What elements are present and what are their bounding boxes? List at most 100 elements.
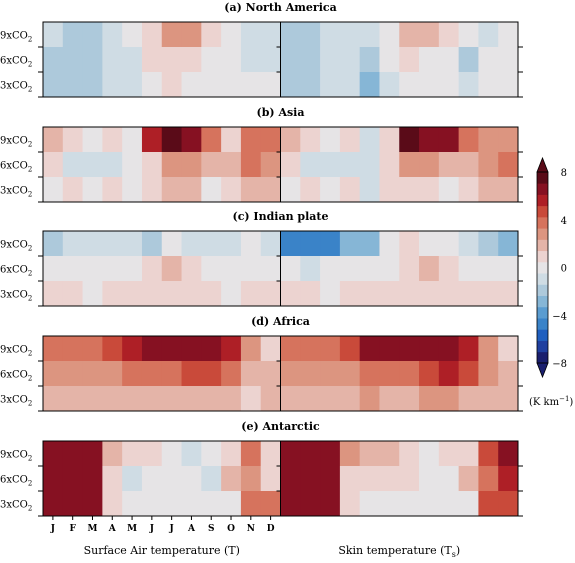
month-label: A — [108, 524, 117, 534]
heatmap-cell-ts — [399, 281, 420, 307]
heatmap-cell-t — [260, 491, 281, 517]
heatmap-cell-ts — [339, 127, 361, 153]
heatmap-cell-ts — [339, 152, 361, 178]
heatmap-cell-ts — [399, 72, 420, 98]
heatmap-cell-ts — [458, 72, 479, 98]
heatmap-cell-t — [141, 441, 163, 467]
heatmap-cell-ts — [320, 72, 341, 98]
heatmap-cell-ts — [478, 177, 499, 203]
heatmap-cell-ts — [498, 22, 519, 48]
heatmap-cell-t — [161, 152, 183, 178]
heatmap-cell-ts — [478, 441, 499, 467]
heatmap-cell-t — [102, 177, 123, 203]
heatmap-cell-t — [102, 72, 123, 98]
heatmap-cell-t — [82, 72, 103, 98]
scenario-label: 6xCO2 — [0, 265, 32, 278]
heatmap-cell-ts — [458, 336, 479, 362]
heatmap-cell-ts — [399, 47, 420, 73]
heatmap-cell-t — [221, 336, 242, 362]
heatmap-cell-t — [221, 231, 242, 257]
heatmap-cell-ts — [458, 47, 479, 73]
heatmap-cell-ts — [458, 441, 479, 467]
heatmap-cell-t — [141, 72, 163, 98]
heatmap-cell-ts — [478, 386, 499, 412]
heatmap-cell-ts — [498, 152, 519, 178]
heatmap-cell-t — [181, 281, 202, 307]
heatmap-cell-t — [181, 361, 202, 387]
heatmap-cell-ts — [419, 47, 440, 73]
heatmap-cell-ts — [339, 22, 361, 48]
heatmap-cell-ts — [399, 152, 420, 178]
heatmap-cell-ts — [379, 281, 400, 307]
heatmap-cell-t — [122, 22, 143, 48]
heatmap-cell-t — [102, 22, 123, 48]
heatmap-cell-t — [62, 361, 84, 387]
heatmap-cell-ts — [320, 466, 341, 492]
heatmap-cell-ts — [379, 22, 400, 48]
heatmap-cell-ts — [399, 466, 420, 492]
heatmap-cell-ts — [399, 336, 420, 362]
heatmap-cell-t — [260, 177, 281, 203]
heatmap-cell-ts — [339, 231, 361, 257]
colorbar-tick-label: −4 — [552, 311, 567, 322]
heatmap-cell-ts — [280, 336, 301, 362]
panel-3: (c) Indian plate 9xCO2 6xCO2 3xCO2 — [0, 210, 523, 307]
heatmap-cell-ts — [339, 441, 361, 467]
heatmap-cell-t — [260, 361, 281, 387]
heatmap-cell-ts — [478, 256, 499, 282]
heatmap-cell-ts — [438, 177, 460, 203]
colorbar-segment — [537, 172, 548, 184]
month-label: O — [227, 524, 235, 534]
month-label: J — [149, 524, 154, 534]
heatmap-cell-ts — [498, 336, 519, 362]
heatmap-cell-t — [141, 336, 163, 362]
heatmap-cell-t — [102, 231, 123, 257]
month-label: M — [127, 524, 137, 534]
heatmap-cell-ts — [379, 441, 400, 467]
heatmap-cell-t — [201, 466, 222, 492]
colorbar-top-arrow — [536, 156, 549, 173]
heatmap-cell-t — [201, 231, 222, 257]
heatmap-cell-t — [201, 361, 222, 387]
heatmap-cell-t — [102, 256, 123, 282]
heatmap-cell-t — [201, 441, 222, 467]
heatmap-cell-t — [43, 491, 64, 517]
colorbar-segment — [537, 239, 548, 252]
heatmap-cell-t — [43, 466, 64, 492]
heatmap-cell-ts — [458, 466, 479, 492]
heatmap-cell-ts — [320, 177, 341, 203]
heatmap-cell-ts — [379, 72, 400, 98]
heatmap-cell-t — [161, 127, 183, 153]
heatmap-cell-t — [62, 152, 84, 178]
heatmap-cell-ts — [399, 386, 420, 412]
scenario-label: 9xCO2 — [0, 240, 32, 253]
heatmap-cell-ts — [280, 441, 301, 467]
heatmap-cell-t — [260, 441, 281, 467]
heatmap-cell-t — [102, 336, 123, 362]
heatmap-cell-t — [240, 231, 262, 257]
heatmap-cell-t — [201, 336, 222, 362]
heatmap-cell-ts — [438, 22, 460, 48]
scenario-label: 6xCO2 — [0, 370, 32, 383]
heatmap-cell-ts — [280, 361, 301, 387]
heatmap-cell-t — [240, 386, 262, 412]
scenario-label: 6xCO2 — [0, 56, 32, 69]
heatmap-cell-t — [260, 72, 281, 98]
heatmap-cell-t — [240, 491, 262, 517]
heatmap-cell-ts — [498, 72, 519, 98]
heatmap-cell-t — [43, 47, 64, 73]
heatmap-cell-t — [43, 72, 64, 98]
heatmap-cell-t — [161, 441, 183, 467]
heatmap-cell-ts — [379, 127, 400, 153]
scenario-label: 9xCO2 — [0, 136, 32, 149]
colorbar-tick-label: 4 — [561, 216, 567, 227]
heatmap-cell-t — [260, 466, 281, 492]
heatmap-cell-ts — [438, 127, 460, 153]
heatmap-cell-ts — [419, 72, 440, 98]
heatmap-cell-t — [82, 22, 103, 48]
heatmap-cell-ts — [359, 466, 380, 492]
heatmap-cell-ts — [320, 22, 341, 48]
colorbar-segment — [537, 306, 548, 319]
heatmap-cell-t — [181, 127, 202, 153]
